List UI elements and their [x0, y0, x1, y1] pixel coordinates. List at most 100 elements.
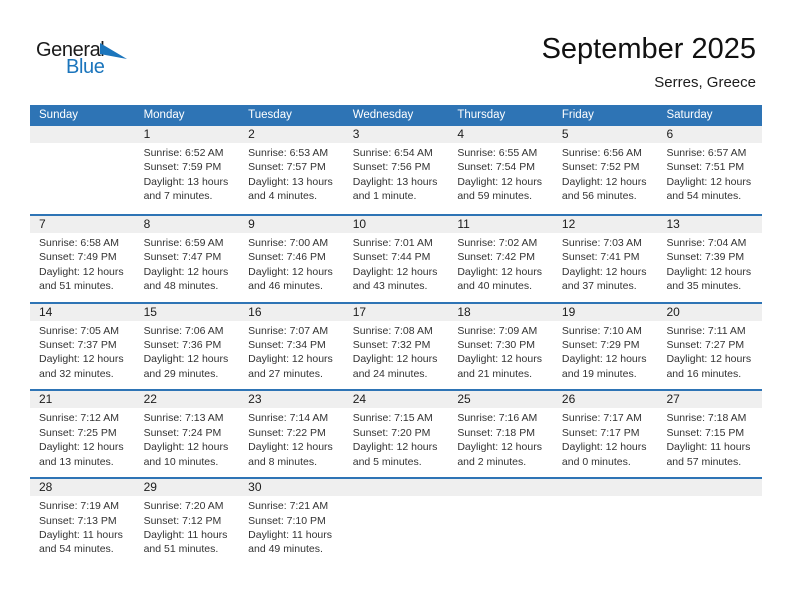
day-cell-14: 14 Sunrise: 7:05 AM Sunset: 7:37 PM Dayligh…: [30, 303, 135, 390]
day-cell-6: 6 Sunrise: 6:57 AM Sunset: 7:51 PM Daylight…: [657, 126, 763, 214]
day-number: 16: [239, 303, 344, 321]
sunrise-text: Sunrise: 7:19 AM: [39, 500, 119, 513]
day-info: Sunrise: 7:15 AM Sunset: 7:20 PM Daylight:…: [344, 408, 449, 469]
day-number: 24: [343, 391, 449, 409]
day-cell-2: 2 Sunrise: 6:53 AM Sunset: 7:57 PM Daylight…: [239, 126, 344, 214]
day-cell-empty: [657, 479, 763, 565]
weekday-header-sunday: Sunday: [39, 109, 79, 121]
day-number: 25: [448, 391, 553, 409]
daylight-text: Daylight: 12 hours and 40 minutes.: [457, 265, 542, 293]
day-info: Sunrise: 6:55 AM Sunset: 7:54 PM Daylight:…: [448, 143, 553, 204]
day-number: 11: [448, 215, 553, 233]
day-number: 1: [134, 126, 240, 143]
day-cell-9: 9 Sunrise: 7:00 AM Sunset: 7:46 PM Daylight…: [239, 215, 344, 302]
sunset-text: Sunset: 7:10 PM: [248, 514, 326, 527]
day-info: Sunrise: 7:13 AM Sunset: 7:24 PM Daylight:…: [135, 408, 240, 469]
day-info: Sunrise: 6:53 AM Sunset: 7:57 PM Daylight:…: [239, 143, 344, 204]
day-number: 6: [657, 126, 763, 143]
daylight-text: Daylight: 12 hours and 21 minutes.: [457, 353, 542, 380]
daylight-text: Daylight: 12 hours and 8 minutes.: [248, 441, 333, 468]
sunset-text: Sunset: 7:47 PM: [143, 251, 222, 264]
day-info: Sunrise: 7:14 AM Sunset: 7:22 PM Daylight:…: [239, 408, 344, 469]
weekday-header-thursday: Thursday: [457, 109, 506, 121]
daylight-text: Daylight: 12 hours and 24 minutes.: [352, 353, 438, 380]
day-cell-5: 5 Sunrise: 6:56 AM Sunset: 7:52 PM Daylight…: [552, 126, 658, 214]
day-info: Sunrise: 7:16 AM Sunset: 7:18 PM Daylight:…: [448, 408, 553, 469]
daylight-text: Daylight: 12 hours and 19 minutes.: [561, 353, 647, 380]
sunset-text: Sunset: 7:27 PM: [666, 339, 745, 351]
sunset-text: Sunset: 7:39 PM: [666, 251, 745, 264]
daylight-text: Daylight: 12 hours and 43 minutes.: [352, 265, 438, 293]
daylight-text: Daylight: 11 hours and 57 minutes.: [666, 441, 751, 468]
day-number: [343, 479, 449, 497]
daylight-text: Daylight: 12 hours and 32 minutes.: [39, 353, 124, 380]
sunrise-text: Sunrise: 6:57 AM: [666, 147, 747, 159]
sunrise-text: Sunrise: 7:09 AM: [457, 324, 538, 337]
day-cell-15: 15 Sunrise: 7:06 AM Sunset: 7:36 PM Dayligh…: [134, 303, 240, 390]
day-info: Sunrise: 7:18 AM Sunset: 7:15 PM Daylight:…: [657, 408, 762, 469]
calendar-weeks: 1 Sunrise: 6:52 AM Sunset: 7:59 PM Daylight…: [30, 126, 763, 565]
sunset-text: Sunset: 7:15 PM: [666, 426, 745, 439]
day-info: Sunrise: 7:08 AM Sunset: 7:32 PM Daylight:…: [344, 321, 449, 382]
day-number: 17: [343, 303, 449, 321]
daylight-text: Daylight: 12 hours and 51 minutes.: [39, 265, 124, 293]
page-subtitle: Serres, Greece: [654, 74, 756, 91]
daylight-text: Daylight: 11 hours and 51 minutes.: [143, 529, 228, 556]
day-info: Sunrise: 7:10 AM Sunset: 7:29 PM Daylight:…: [553, 321, 658, 382]
day-cell-27: 27 Sunrise: 7:18 AM Sunset: 7:15 PM Dayligh…: [657, 391, 763, 477]
sunrise-text: Sunrise: 7:03 AM: [561, 236, 642, 249]
sunset-text: Sunset: 7:42 PM: [457, 251, 535, 264]
sunrise-text: Sunrise: 7:04 AM: [666, 236, 747, 249]
sunrise-text: Sunrise: 7:10 AM: [561, 324, 642, 337]
day-cell-20: 20 Sunrise: 7:11 AM Sunset: 7:27 PM Dayligh…: [657, 303, 763, 390]
day-number: 8: [134, 215, 240, 233]
day-number: 12: [552, 215, 658, 233]
day-cell-23: 23 Sunrise: 7:14 AM Sunset: 7:22 PM Dayligh…: [239, 391, 344, 477]
sunset-text: Sunset: 7:36 PM: [143, 339, 222, 351]
day-info: Sunrise: 7:06 AM Sunset: 7:36 PM Daylight:…: [135, 321, 240, 382]
day-number: 14: [30, 303, 135, 321]
daylight-text: Daylight: 12 hours and 0 minutes.: [561, 441, 647, 468]
sunset-text: Sunset: 7:46 PM: [248, 251, 326, 264]
sunset-text: Sunset: 7:22 PM: [248, 426, 326, 439]
day-cell-24: 24 Sunrise: 7:15 AM Sunset: 7:20 PM Dayligh…: [343, 391, 449, 477]
week-row: 14 Sunrise: 7:05 AM Sunset: 7:37 PM Dayligh…: [30, 301, 763, 390]
day-number: [657, 479, 763, 497]
week-row: 1 Sunrise: 6:52 AM Sunset: 7:59 PM Daylight…: [30, 126, 763, 214]
day-number: 18: [448, 303, 553, 321]
day-info: Sunrise: 7:21 AM Sunset: 7:10 PM Daylight:…: [239, 496, 344, 557]
sunset-text: Sunset: 7:18 PM: [457, 426, 535, 439]
sunrise-text: Sunrise: 7:18 AM: [666, 412, 747, 425]
day-info: Sunrise: 6:52 AM Sunset: 7:59 PM Daylight:…: [135, 143, 240, 204]
daylight-text: Daylight: 12 hours and 13 minutes.: [39, 441, 124, 468]
logo-text-blue: Blue: [66, 56, 105, 78]
logo-triangle-icon: [100, 43, 127, 64]
daylight-text: Daylight: 12 hours and 59 minutes.: [457, 175, 542, 203]
sunset-text: Sunset: 7:59 PM: [143, 161, 222, 174]
sunrise-text: Sunrise: 7:16 AM: [457, 412, 538, 425]
day-cell-19: 19 Sunrise: 7:10 AM Sunset: 7:29 PM Dayligh…: [552, 303, 658, 390]
sunrise-text: Sunrise: 6:56 AM: [561, 147, 642, 159]
day-number: 7: [30, 215, 135, 233]
day-info: Sunrise: 6:58 AM Sunset: 7:49 PM Daylight:…: [30, 233, 135, 294]
day-cell-8: 8 Sunrise: 6:59 AM Sunset: 7:47 PM Daylight…: [134, 215, 240, 302]
daylight-text: Daylight: 12 hours and 29 minutes.: [143, 353, 229, 380]
day-cell-13: 13 Sunrise: 7:04 AM Sunset: 7:39 PM Dayligh…: [657, 215, 763, 302]
weekday-header-wednesday: Wednesday: [352, 109, 414, 121]
sunset-text: Sunset: 7:29 PM: [561, 339, 640, 351]
day-info: Sunrise: 7:05 AM Sunset: 7:37 PM Daylight:…: [30, 321, 135, 382]
sunrise-text: Sunrise: 7:05 AM: [39, 324, 119, 337]
sunset-text: Sunset: 7:20 PM: [352, 426, 431, 439]
logo-text-general: General: [36, 39, 105, 61]
day-info: Sunrise: 7:07 AM Sunset: 7:34 PM Daylight:…: [239, 321, 344, 382]
sunrise-text: Sunrise: 7:00 AM: [248, 236, 329, 249]
day-cell-empty: [552, 479, 658, 565]
sunrise-text: Sunrise: 7:14 AM: [248, 412, 329, 425]
daylight-text: Daylight: 12 hours and 2 minutes.: [457, 441, 542, 468]
day-cell-11: 11 Sunrise: 7:02 AM Sunset: 7:42 PM Dayligh…: [448, 215, 553, 302]
sunset-text: Sunset: 7:25 PM: [39, 426, 117, 439]
day-cell-12: 12 Sunrise: 7:03 AM Sunset: 7:41 PM Dayligh…: [552, 215, 658, 302]
sunrise-text: Sunrise: 7:20 AM: [143, 500, 224, 513]
weekday-header-row: Sunday Monday Tuesday Wednesday Thursday Frid…: [30, 105, 762, 126]
sunrise-text: Sunrise: 7:06 AM: [143, 324, 224, 337]
